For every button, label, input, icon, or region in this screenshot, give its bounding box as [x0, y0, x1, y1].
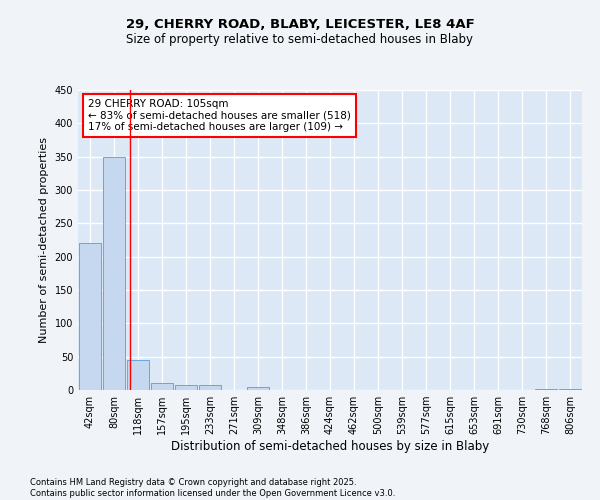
Bar: [79, 244, 101, 390]
Bar: [247, 388, 269, 390]
Text: 29 CHERRY ROAD: 105sqm
← 83% of semi-detached houses are smaller (518)
17% of se: 29 CHERRY ROAD: 105sqm ← 83% of semi-det…: [88, 99, 351, 132]
X-axis label: Distribution of semi-detached houses by size in Blaby: Distribution of semi-detached houses by …: [171, 440, 489, 453]
Bar: [151, 384, 173, 390]
Text: Contains HM Land Registry data © Crown copyright and database right 2025.
Contai: Contains HM Land Registry data © Crown c…: [30, 478, 395, 498]
Bar: [535, 388, 557, 390]
Bar: [199, 386, 221, 390]
Bar: [103, 156, 125, 390]
Text: 29, CHERRY ROAD, BLABY, LEICESTER, LE8 4AF: 29, CHERRY ROAD, BLABY, LEICESTER, LE8 4…: [125, 18, 475, 30]
Bar: [127, 360, 149, 390]
Bar: [175, 384, 197, 390]
Text: Size of property relative to semi-detached houses in Blaby: Size of property relative to semi-detach…: [127, 32, 473, 46]
Y-axis label: Number of semi-detached properties: Number of semi-detached properties: [39, 137, 49, 343]
